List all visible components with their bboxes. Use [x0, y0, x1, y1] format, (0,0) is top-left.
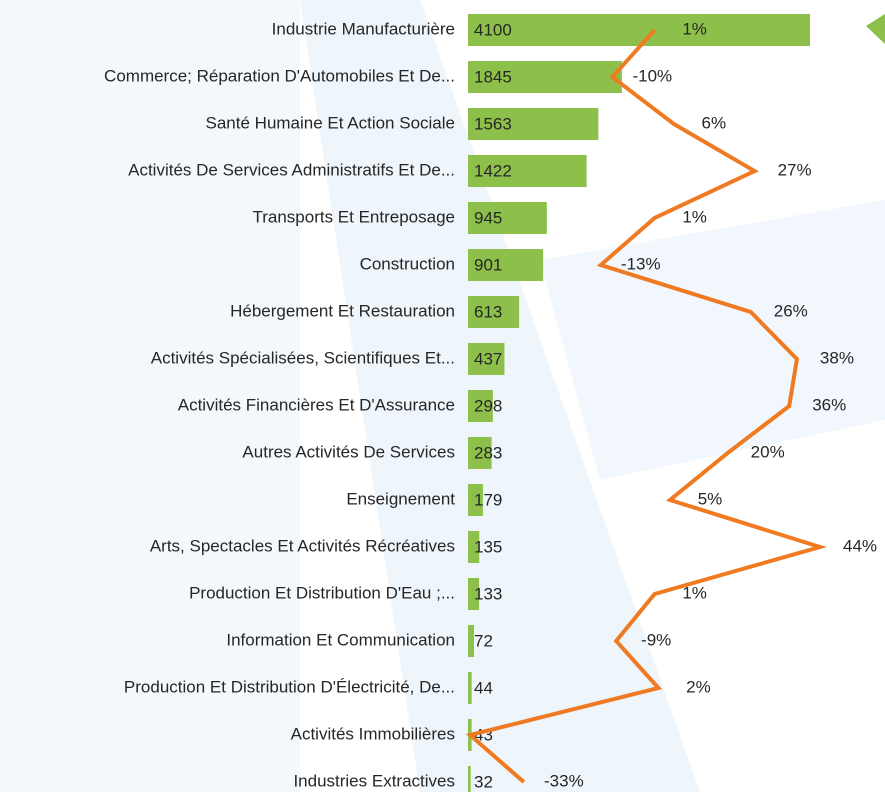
line-value-label: 44%: [843, 536, 877, 555]
bar-value-label: 945: [474, 208, 502, 227]
bar: [468, 437, 492, 469]
bar: [468, 249, 544, 281]
category-label: Commerce; Réparation D'Automobiles Et De…: [104, 66, 455, 85]
background-shape: [300, 0, 700, 792]
category-label: Construction: [360, 254, 455, 273]
bar: [468, 672, 472, 704]
bar-value-label: 44: [474, 678, 493, 697]
category-label: Santé Humaine Et Action Sociale: [206, 113, 455, 132]
category-label: Industries Extractives: [293, 771, 455, 790]
category-label: Activités De Services Administratifs Et …: [128, 160, 455, 179]
line-value-label: 38%: [820, 348, 854, 367]
bar: [468, 108, 599, 140]
category-label: Arts, Spectacles Et Activités Récréative…: [150, 536, 455, 555]
category-label: Activités Immobilières: [291, 724, 455, 743]
line-value-label: -33%: [544, 771, 584, 790]
line-value-label: 5%: [698, 489, 723, 508]
category-label: Production Et Distribution D'Eau ;...: [189, 583, 455, 602]
bar: [468, 484, 483, 516]
bar-value-label: 179: [474, 490, 502, 509]
bar: [468, 578, 480, 610]
line-value-label: -10%: [632, 66, 672, 85]
category-label: Activités Financières Et D'Assurance: [178, 395, 455, 414]
line-value-label: 26%: [774, 301, 808, 320]
bar-value-label: 283: [474, 443, 502, 462]
bar-value-label: 135: [474, 537, 502, 556]
line-value-label: -13%: [621, 254, 661, 273]
line-value-label: 2%: [686, 677, 711, 696]
bar: [468, 766, 471, 792]
category-label: Information Et Communication: [226, 630, 455, 649]
bar: [468, 202, 547, 234]
bar-value-label: 4100: [474, 20, 512, 39]
bar: [468, 296, 520, 328]
line-value-label: 36%: [812, 395, 846, 414]
bar: [468, 343, 505, 375]
bar-value-label: 298: [474, 396, 502, 415]
bar-value-label: 437: [474, 349, 502, 368]
bar-value-label: 1845: [474, 67, 512, 86]
bar: [468, 390, 493, 422]
bar-value-label: 613: [474, 302, 502, 321]
arrow-icon: [866, 14, 885, 44]
bar: [468, 531, 480, 563]
line-value-label: 20%: [751, 442, 785, 461]
line-value-label: 1%: [682, 583, 707, 602]
category-label: Hébergement Et Restauration: [230, 301, 455, 320]
bar-value-label: 32: [474, 772, 493, 791]
background-shape: [540, 200, 885, 480]
line-value-label: 1%: [682, 207, 707, 226]
bar-value-label: 72: [474, 631, 493, 650]
category-label: Transports Et Entreposage: [252, 207, 455, 226]
line: [465, 28, 827, 784]
background-shape: [0, 0, 300, 792]
bar-value-label: 901: [474, 255, 502, 274]
line-value-label: 27%: [778, 160, 812, 179]
bar: [468, 155, 587, 187]
line-value-label: 6%: [702, 113, 727, 132]
bar-value-label: 133: [474, 584, 502, 603]
category-label: Autres Activités De Services: [242, 442, 455, 461]
line-value-label: -9%: [641, 630, 671, 649]
category-label: Industrie Manufacturière: [272, 19, 455, 38]
bar-value-label: 1422: [474, 161, 512, 180]
category-label: Activités Spécialisées, Scientifiques Et…: [151, 348, 455, 367]
category-label: Enseignement: [346, 489, 455, 508]
bar: [468, 61, 622, 93]
bar-value-label: 1563: [474, 114, 512, 133]
line-value-label: 1%: [682, 19, 707, 38]
bar: [468, 625, 475, 657]
bar: [468, 14, 810, 46]
category-label: Production Et Distribution D'Électricité…: [124, 677, 455, 696]
